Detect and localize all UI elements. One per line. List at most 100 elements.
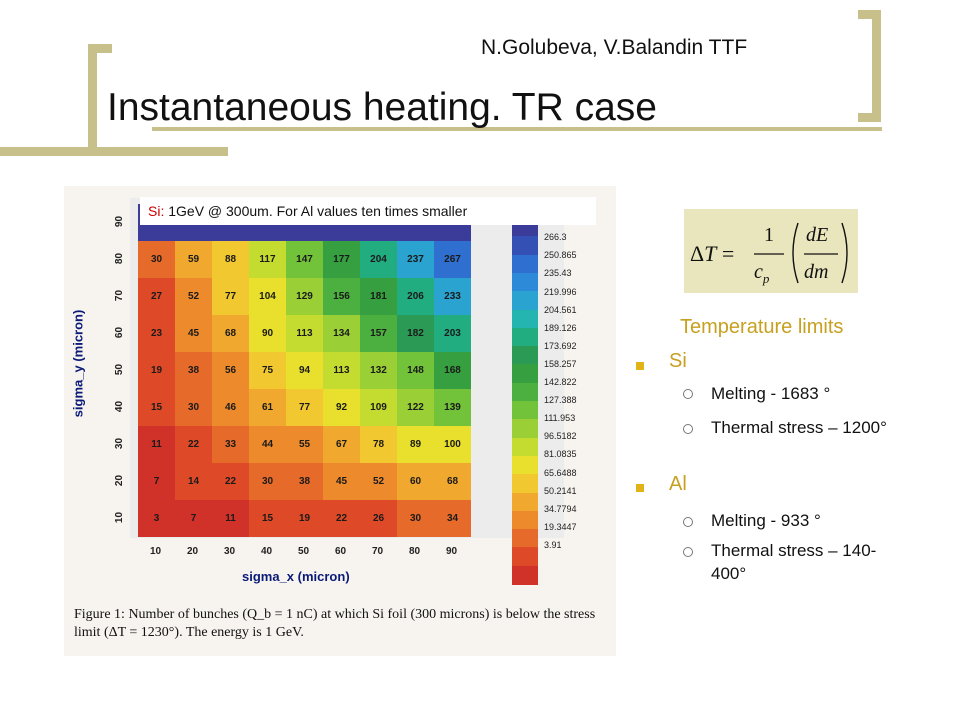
- heatmap-cell: 109: [360, 389, 397, 426]
- heatmap-cell: 46: [212, 389, 249, 426]
- colorbar-label: 204.561: [544, 304, 577, 315]
- colorbar-label: 111.953: [544, 413, 576, 424]
- x-tick-label: 60: [335, 546, 347, 557]
- svg-text:cp: cp: [754, 261, 770, 286]
- heatmap-cell: 203: [434, 315, 471, 352]
- colorbar-label: 3.91: [544, 539, 562, 550]
- colorbar-segment: [512, 291, 538, 311]
- colorbar-label: 65.6488: [544, 467, 577, 478]
- heatmap-cell: 129: [286, 278, 323, 315]
- heatmap-cell: 22: [175, 426, 212, 463]
- colorbar-label: 266.3: [544, 232, 567, 243]
- heatmap-cell: 267: [434, 241, 471, 278]
- heatmap-plot-area: 3 7 11 15 19 22 26 30 34 7 14 22 30 38 45 52 60 68 11 22 33 4…: [130, 198, 564, 538]
- material-si: Si: [669, 350, 687, 372]
- heatmap-cell: 88: [212, 241, 249, 278]
- heatmap-cell: 30: [175, 389, 212, 426]
- heatmap-cell: 7: [175, 500, 212, 537]
- figure-caption: Figure 1: Number of bunches (Q_b = 1 nC)…: [74, 607, 596, 640]
- colorbar-segment: [512, 510, 538, 531]
- svg-text:dm: dm: [804, 261, 828, 283]
- title-underline: [152, 127, 882, 131]
- x-tick-label: 30: [224, 546, 236, 557]
- formula-graphic: ΔT = 1 cp dE dm: [690, 222, 848, 286]
- x-tick-label: 20: [187, 546, 199, 557]
- figure-note: Si: 1GeV @ 300um. For Al values ten time…: [140, 197, 596, 225]
- left-bracket-vertical: [88, 44, 97, 156]
- colorbar-label: 34.7794: [544, 503, 577, 514]
- y-tick-label: 30: [114, 437, 126, 450]
- delta-t-formula: ΔT = 1 cp dE dm: [684, 209, 858, 293]
- x-tick-label: 10: [150, 546, 162, 557]
- y-tick-label: 90: [114, 215, 126, 228]
- colorbar-label: 81.0835: [544, 449, 577, 460]
- heatmap-cell: 33: [212, 426, 249, 463]
- colorbar-segment: [512, 419, 538, 439]
- heatmap-cell: 52: [360, 463, 397, 500]
- colorbar-label: 235.43: [544, 268, 572, 279]
- heatmap-cell: 168: [434, 352, 471, 389]
- heatmap-cell: 68: [212, 315, 249, 352]
- heatmap-cell: 45: [323, 463, 360, 500]
- heatmap-cell: 89: [397, 426, 434, 463]
- heatmap-cell: 19: [286, 500, 323, 537]
- heatmap-cell: 113: [323, 352, 360, 389]
- x-tick-label: 70: [372, 546, 384, 557]
- y-tick-label: 60: [114, 326, 126, 339]
- heatmap-cell: 22: [212, 463, 249, 500]
- right-bracket-top: [858, 10, 881, 19]
- temperature-limits-heading: Temperature limits: [680, 316, 844, 338]
- colorbar-segment: [512, 401, 538, 421]
- colorbar-segment: [512, 364, 538, 384]
- heatmap-cell: 100: [434, 426, 471, 463]
- heatmap-cell: 94: [286, 352, 323, 389]
- heatmap-cell: 206: [397, 278, 434, 315]
- heatmap-cell: 156: [323, 278, 360, 315]
- heatmap-cell: 61: [249, 389, 286, 426]
- ring-bullet-icon: [683, 389, 693, 399]
- heatmap-cell: 30: [397, 500, 434, 537]
- colorbar-label: 219.996: [544, 286, 577, 297]
- colorbar-segment: [512, 437, 538, 457]
- colorbar-label: 127.388: [544, 395, 577, 406]
- bullet-square-icon: [636, 362, 644, 370]
- heatmap-cell: 38: [175, 352, 212, 389]
- bullet-square-icon: [636, 484, 644, 492]
- heatmap-cell: 11: [212, 500, 249, 537]
- author-line: N.Golubeva, V.Balandin TTF: [481, 36, 748, 59]
- heatmap-cell: 3: [138, 500, 175, 537]
- x-tick-label: 50: [298, 546, 310, 557]
- colorbar-segment: [512, 346, 538, 366]
- colorbar-label: 189.126: [544, 322, 577, 333]
- left-underline-bar: [0, 147, 228, 156]
- al-thermal-stress: Thermal stress – 140-400°: [711, 541, 877, 583]
- x-axis-title: sigma_x (micron): [242, 569, 350, 584]
- x-tick-label: 90: [446, 546, 458, 557]
- heatmap-cell: 233: [434, 278, 471, 315]
- heatmap-cell: 147: [286, 241, 323, 278]
- colorbar-label: 158.257: [544, 358, 577, 369]
- y-tick-label: 40: [114, 400, 126, 413]
- colorbar-segment: [512, 272, 538, 293]
- svg-text:1: 1: [764, 224, 774, 246]
- colorbar-label: 50.2141: [544, 485, 577, 496]
- si-thermal-stress: Thermal stress – 1200°: [711, 418, 887, 437]
- si-melting: Melting - 1683 °: [711, 384, 831, 403]
- ring-bullet-icon: [683, 517, 693, 527]
- heatmap-cell: 181: [360, 278, 397, 315]
- y-tick-label: 10: [114, 511, 126, 524]
- y-tick-label: 80: [114, 252, 126, 265]
- heatmap-cell: 22: [323, 500, 360, 537]
- heatmap-cell: 44: [249, 426, 286, 463]
- heatmap-cell: 104: [249, 278, 286, 315]
- colorbar-label: 173.692: [544, 340, 577, 351]
- heatmap-cell: 139: [434, 389, 471, 426]
- heatmap-cell: 15: [138, 389, 175, 426]
- heatmap-cell: 67: [323, 426, 360, 463]
- heatmap-cell: 134: [323, 315, 360, 352]
- right-bracket-bottom: [858, 113, 881, 122]
- colorbar-label: 96.5182: [544, 431, 577, 442]
- colorbar-segment: [512, 492, 538, 512]
- heatmap-cell: 45: [175, 315, 212, 352]
- colorbar-segment: [512, 474, 538, 494]
